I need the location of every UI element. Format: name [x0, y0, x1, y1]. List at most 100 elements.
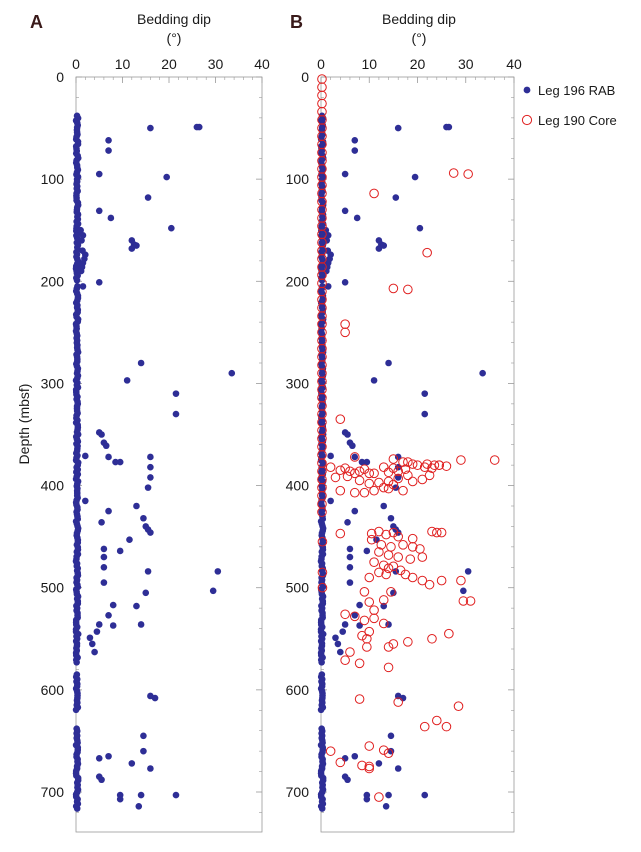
- rab-point: [95, 207, 103, 215]
- y-tick-label-a-7: 700: [41, 784, 65, 800]
- rab-point: [353, 214, 361, 222]
- rab-point: [163, 173, 170, 181]
- core-point: [374, 547, 384, 557]
- core-point: [349, 487, 360, 498]
- legend-core-marker: [521, 114, 533, 126]
- rab-point: [421, 791, 429, 799]
- rab-point: [351, 147, 359, 154]
- core-point: [441, 461, 452, 471]
- y-tick-label-b-3: 300: [286, 375, 310, 391]
- core-point: [432, 715, 442, 726]
- rab-point: [100, 545, 108, 553]
- rab-point: [147, 474, 154, 481]
- rab-point: [98, 519, 105, 526]
- core-point: [359, 487, 370, 498]
- core-point: [434, 460, 445, 470]
- rab-point: [98, 431, 105, 438]
- rab-point: [82, 251, 89, 259]
- rab-point: [116, 547, 124, 555]
- core-point: [419, 462, 430, 472]
- rab-point: [98, 776, 105, 784]
- core-point: [424, 579, 435, 590]
- core-point: [335, 465, 346, 476]
- core-point: [325, 746, 336, 756]
- rab-point: [140, 514, 147, 522]
- core-point: [364, 626, 375, 637]
- rab-point: [341, 754, 349, 762]
- core-point: [381, 529, 391, 540]
- rab-point: [327, 452, 334, 460]
- core-point: [354, 466, 365, 477]
- rab-point: [133, 242, 140, 249]
- y-tick-label-a-3: 300: [41, 375, 65, 391]
- rab-point: [341, 170, 349, 178]
- panel-b-x-axis-unit: (°): [412, 30, 427, 46]
- core-point: [398, 540, 408, 550]
- rab-point: [344, 431, 351, 438]
- rab-point: [100, 553, 108, 561]
- rab-point: [411, 173, 419, 181]
- core-point: [403, 637, 413, 647]
- core-point: [458, 596, 469, 606]
- rab-point: [380, 242, 388, 249]
- rab-point: [147, 124, 154, 132]
- core-point: [393, 473, 404, 484]
- legend-core-label: Leg 190 Core: [538, 113, 617, 128]
- core-point: [427, 526, 437, 537]
- rab-point: [128, 245, 136, 252]
- x-tick-label-a-0: 0: [72, 56, 80, 72]
- rab-point: [88, 640, 96, 648]
- rab-point: [140, 747, 147, 755]
- core-point: [386, 587, 396, 597]
- rab-point: [460, 587, 467, 595]
- rab-point: [351, 611, 359, 619]
- legend: Leg 196 RAB Leg 190 Core: [521, 83, 617, 128]
- rab-point: [107, 214, 115, 222]
- core-point: [383, 642, 394, 652]
- y-tick-label-a-2: 200: [41, 273, 65, 289]
- core-point: [388, 639, 399, 649]
- x-tick-label-b-0: 0: [317, 56, 325, 72]
- panel-b-x-axis-title: Bedding dip: [382, 11, 456, 27]
- core-point: [453, 701, 464, 712]
- rab-point: [341, 279, 349, 286]
- rab-point: [100, 579, 108, 586]
- rab-point: [78, 237, 85, 244]
- rab-point: [93, 628, 101, 635]
- rab-point: [77, 267, 85, 275]
- core-point: [364, 741, 375, 751]
- rab-point: [346, 563, 354, 571]
- rab-point: [79, 283, 87, 290]
- core-point: [378, 462, 389, 472]
- rab-point: [334, 640, 342, 648]
- core-point: [340, 655, 350, 666]
- core-point: [359, 615, 370, 626]
- rab-point: [147, 765, 154, 772]
- rab-point: [344, 776, 351, 784]
- x-tick-label-b-4: 40: [506, 56, 522, 72]
- core-point: [364, 468, 375, 479]
- rab-point: [421, 390, 429, 397]
- core-point: [376, 540, 387, 550]
- rab-point: [137, 791, 145, 799]
- rab-point: [339, 628, 347, 635]
- rab-point: [91, 648, 98, 656]
- rab-point: [464, 568, 472, 575]
- core-point: [388, 561, 399, 572]
- panel-a-letter: A: [30, 12, 43, 32]
- core-point: [432, 527, 442, 538]
- rab-point: [416, 224, 424, 232]
- panel-a-plot-frame: [75, 76, 263, 833]
- rab-point: [100, 563, 108, 571]
- rab-point: [172, 390, 180, 397]
- core-point: [400, 464, 411, 475]
- core-point: [388, 283, 399, 294]
- x-tick-label-a-3: 30: [208, 56, 224, 72]
- panel-b-plot-frame: [320, 76, 515, 833]
- rab-point: [79, 259, 87, 267]
- rab-point: [421, 410, 429, 418]
- y-tick-label-b-4: 400: [286, 478, 310, 494]
- rab-point: [337, 648, 344, 656]
